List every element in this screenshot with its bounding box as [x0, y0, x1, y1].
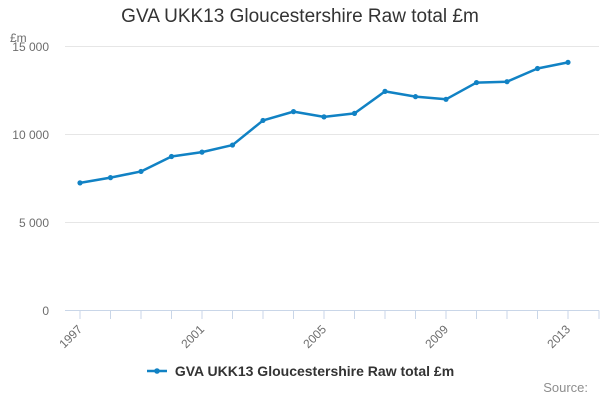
data-point-marker	[534, 65, 541, 72]
data-point-marker	[260, 117, 266, 124]
plot-area: 0 5 000 10 000 15 000 1997 2001 2005 2009 2013	[12, 40, 600, 351]
source-label: Source:	[543, 380, 588, 395]
data-point-marker	[290, 109, 297, 115]
x-tick-label: 2009	[422, 322, 451, 351]
legend-label: GVA UKK13 Gloucestershire Raw total £m	[174, 363, 455, 379]
data-point-marker	[382, 88, 388, 94]
data-point-marker	[443, 96, 449, 102]
y-axis-unit-label: £m	[10, 31, 27, 45]
data-point-marker	[107, 175, 114, 181]
data-point-marker	[412, 94, 419, 100]
legend-point-marker	[154, 368, 160, 374]
data-point-marker	[565, 59, 571, 65]
x-tick-label: 2013	[544, 322, 573, 351]
y-tick-label: 15 000	[12, 40, 49, 54]
data-point-marker	[321, 114, 327, 120]
data-point-marker	[199, 149, 205, 155]
data-point-marker	[168, 153, 175, 160]
data-point-marker	[229, 142, 236, 148]
y-tick-label: 0	[42, 304, 49, 318]
data-point-marker	[138, 168, 144, 175]
x-tick-label: 2001	[178, 322, 207, 351]
data-point-marker	[351, 110, 358, 116]
data-point-marker	[504, 79, 510, 85]
x-tick-label: 2005	[300, 322, 329, 351]
data-point-marker	[473, 79, 480, 86]
legend[interactable]: GVA UKK13 Gloucestershire Raw total £m	[0, 361, 600, 381]
y-tick-label: 5 000	[19, 216, 49, 230]
data-point-marker	[77, 180, 83, 186]
chart-title: GVA UKK13 Gloucestershire Raw total £m	[121, 6, 479, 27]
legend-line-marker-icon	[146, 368, 167, 374]
series-line	[78, 61, 570, 185]
x-tick-label: 1997	[56, 322, 85, 351]
y-tick-label: 10 000	[12, 128, 49, 142]
